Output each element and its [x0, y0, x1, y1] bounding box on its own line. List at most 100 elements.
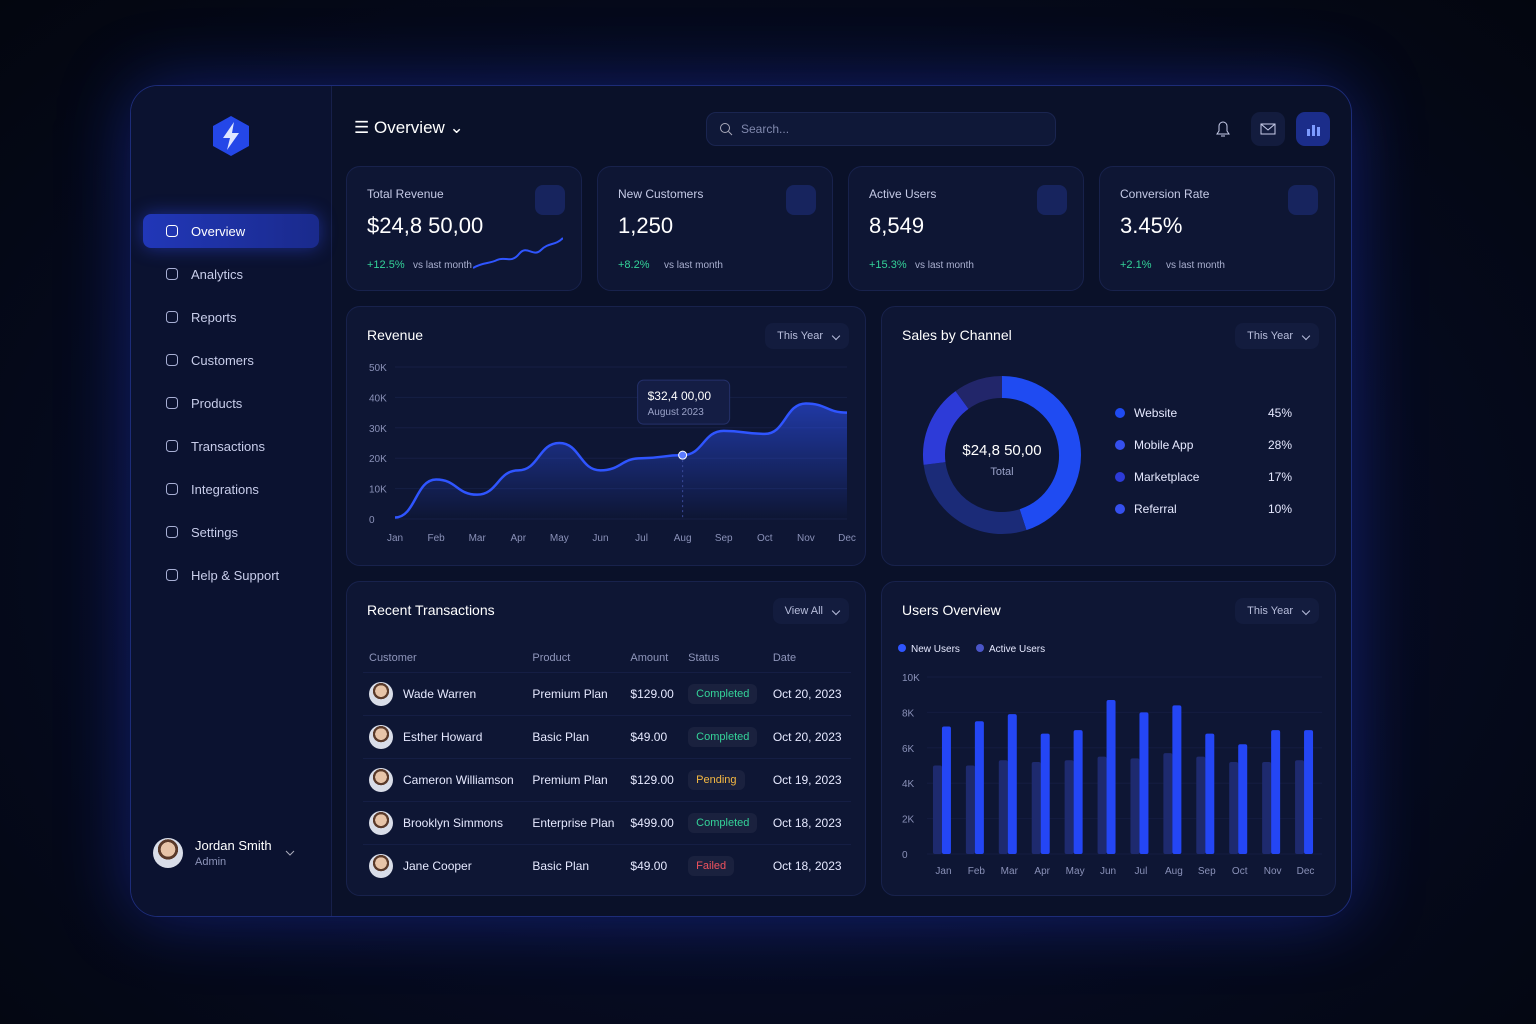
icon-shape [166, 569, 178, 581]
y-tick-label: 30K [369, 424, 387, 435]
bar [1163, 753, 1173, 854]
nav-item[interactable]: Products [143, 386, 319, 420]
x-tick-label: Jun [1100, 866, 1116, 877]
kpi-value: 3.45% [1120, 213, 1183, 238]
tooltip-value: $32,4 00,00 [648, 389, 712, 403]
customer-name: Brooklyn Simmons [403, 816, 504, 830]
cell-text: Enterprise Plan [532, 816, 615, 830]
nav-icon [166, 354, 178, 366]
legend-dot [898, 644, 906, 652]
table-row[interactable]: Brooklyn Simmons Enterprise Plan $499.00 Co… [363, 801, 851, 845]
legend-dot [1115, 472, 1125, 482]
table-row[interactable]: Esther Howard Basic Plan $49.00 Completed Oc… [363, 715, 851, 759]
avatar [369, 725, 393, 749]
nav-item[interactable]: Help & Support [143, 558, 319, 592]
y-tick-label: 0 [369, 515, 375, 526]
table-row[interactable]: Cameron Williamson Premium Plan $129.00 Pen… [363, 758, 851, 802]
cell-amount: $129.00 [624, 758, 683, 802]
kpi-note: vs last month [1166, 260, 1225, 271]
table-row[interactable]: Wade Warren Premium Plan $129.00 Completed O… [363, 672, 851, 716]
kpi-icon [786, 185, 816, 215]
legend-label: Mobile App [1134, 438, 1194, 452]
bar [1097, 756, 1107, 854]
user-profile[interactable]: Jordan Smith Admin [153, 838, 296, 868]
customer: Wade Warren [369, 682, 520, 706]
nav-item[interactable]: Overview [143, 214, 319, 248]
cell-text: $129.00 [630, 687, 674, 701]
donut-segment [923, 391, 969, 465]
search-placeholder: Search... [741, 122, 790, 136]
nav-label: Products [191, 395, 243, 411]
notifications[interactable] [1206, 112, 1240, 146]
cell-text: Oct 20, 2023 [772, 687, 842, 701]
bar [998, 760, 1008, 854]
kpi-value: $24,8 50,00 [367, 213, 484, 238]
cell-amount: $129.00 [624, 672, 683, 716]
status-badge: Pending [688, 770, 745, 790]
nav: Overview Analytics Reports Customers Product… [143, 214, 319, 601]
nav-item[interactable]: Integrations [143, 472, 319, 506]
tooltip [637, 379, 731, 425]
sales-card: Sales by Channel This Year $24,8 50,00 To… [881, 306, 1336, 566]
y-tick-label: 50K [369, 363, 387, 374]
nav-item[interactable]: Customers [143, 343, 319, 377]
cell-customer: Cameron Williamson [363, 758, 527, 802]
legend-dot [1115, 408, 1125, 418]
kpi-change: +12.5% [367, 259, 405, 271]
search[interactable]: Search... [706, 112, 1056, 146]
messages[interactable] [1251, 112, 1285, 146]
users-chart: 0 2K 4K 6K 8K 10K New Users Active Users Jan Feb M… [898, 644, 1322, 877]
filter[interactable]: This Year [1235, 598, 1319, 624]
cell-text: Oct 18, 2023 [772, 816, 842, 830]
view-all[interactable]: View All [772, 598, 849, 624]
bar [1007, 714, 1017, 854]
bar [1229, 761, 1239, 854]
stats-button[interactable] [1296, 112, 1330, 146]
cell-status: Completed [682, 715, 767, 759]
x-tick-label: Oct [1232, 866, 1248, 877]
table-row[interactable]: Jane Cooper Basic Plan $49.00 Failed Oct 18,… [363, 844, 851, 887]
nav-label: Settings [191, 524, 238, 540]
kpi-icon [1037, 185, 1067, 215]
legend-label: Marketplace [1134, 470, 1200, 484]
page-title[interactable]: ☰ Overview ⌄ [354, 118, 464, 137]
card-title: Recent Transactions [367, 602, 495, 618]
cell-date: Oct 19, 2023 [766, 758, 851, 802]
legend-value: 10% [1268, 502, 1292, 516]
column-header: Product [532, 652, 571, 664]
sparkline-path [473, 237, 563, 269]
customer: Brooklyn Simmons [369, 811, 520, 835]
topbar: ☰ Overview ⌄ Search... [346, 108, 1336, 152]
area [395, 403, 847, 519]
cell-amount: $49.00 [624, 844, 683, 887]
cell-text: Basic Plan [532, 859, 590, 873]
kpi-icon [1288, 185, 1318, 215]
card-title: Users Overview [902, 602, 1001, 618]
nav-item[interactable]: Transactions [143, 429, 319, 463]
filter[interactable]: This Year [765, 323, 849, 349]
nav-label: Help & Support [191, 567, 280, 583]
bar [1196, 756, 1206, 854]
cell-customer: Wade Warren [363, 672, 527, 716]
column-header: Status [688, 652, 720, 664]
x-tick-label: Aug [1165, 866, 1183, 877]
avatar [369, 768, 393, 792]
customer-name: Jane Cooper [403, 859, 472, 873]
cell-text: Basic Plan [532, 730, 590, 744]
y-tick-label: 10K [369, 485, 387, 496]
nav-item[interactable]: Analytics [143, 257, 319, 291]
y-tick-label: 2K [902, 815, 915, 826]
legend-dot [976, 644, 984, 652]
nav-item[interactable]: Settings [143, 515, 319, 549]
nav-item[interactable]: Reports [143, 300, 319, 334]
cell-customer: Jane Cooper [363, 844, 527, 887]
filter[interactable]: This Year [1235, 323, 1319, 349]
kpi-card: Total Revenue $24,8 50,00 +12.5% vs last mo… [346, 166, 582, 291]
x-tick-label: Dec [1297, 866, 1315, 877]
bar [1106, 700, 1116, 854]
kpi-note: vs last month [915, 260, 974, 271]
stats-icon [1307, 125, 1320, 136]
cell-text: Oct 19, 2023 [772, 773, 842, 787]
cell-text: $49.00 [630, 730, 668, 744]
